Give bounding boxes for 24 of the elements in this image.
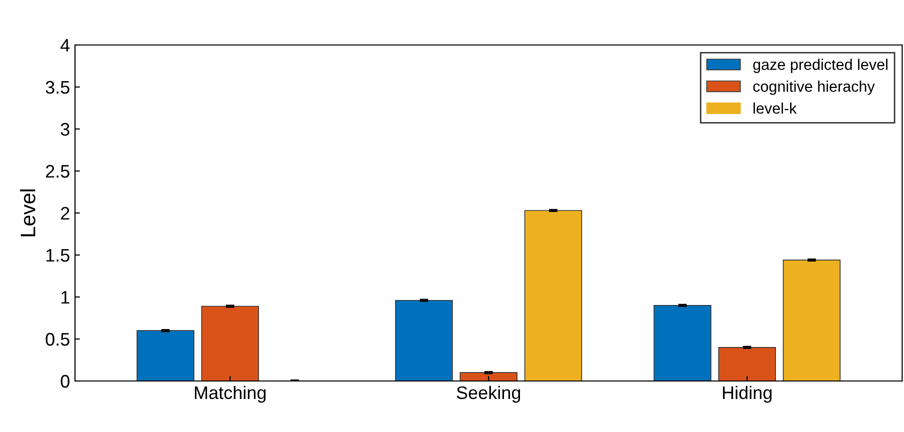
bar (136, 330, 194, 381)
bar (460, 372, 518, 381)
bar (524, 210, 582, 381)
x-tick-label: Seeking (456, 386, 520, 403)
legend-label: gaze predicted level (753, 58, 888, 73)
y-tick-label: 4 (60, 39, 70, 52)
y-tick-label: 0 (60, 374, 70, 388)
y-tick-label: 0.5 (46, 332, 70, 346)
y-tick-label: 1 (61, 291, 70, 304)
legend-label: cognitive hierachy (753, 80, 875, 95)
bar (782, 260, 841, 381)
y-tick-label: 3 (60, 122, 70, 136)
x-tick-label: Hiding (722, 386, 772, 403)
x-tick-label: Matching (194, 386, 266, 403)
y-tick-label: 3.5 (46, 80, 70, 94)
y-tick-label: 2.5 (46, 164, 70, 178)
y-tick-label: 2 (61, 206, 70, 220)
y-tick-label: 1.5 (46, 249, 70, 262)
legend-label: level-k (754, 102, 797, 114)
y-axis-title: Level (20, 189, 36, 236)
bar (201, 306, 259, 381)
bar (654, 304, 712, 381)
bar (395, 300, 453, 381)
bar (718, 346, 776, 381)
